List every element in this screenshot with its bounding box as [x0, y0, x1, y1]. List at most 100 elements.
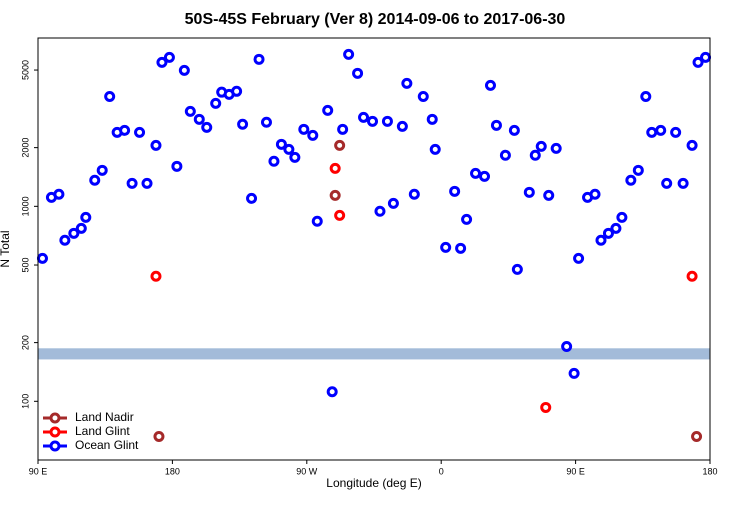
point [352, 67, 364, 79]
point [455, 242, 467, 254]
y-tick-label: 500 [20, 258, 30, 273]
point [499, 149, 511, 161]
point [470, 167, 482, 179]
y-axis-label: N Total [0, 230, 12, 267]
point [134, 126, 146, 138]
point [141, 177, 153, 189]
point [589, 188, 601, 200]
point [511, 263, 523, 275]
point [374, 205, 386, 217]
point [655, 124, 667, 136]
x-axis-label: Longitude (deg E) [326, 476, 421, 490]
point [692, 56, 704, 68]
point [59, 234, 71, 246]
point [358, 111, 370, 123]
point [417, 90, 429, 102]
y-tick-label: 200 [20, 335, 30, 350]
point [490, 119, 502, 131]
point [573, 252, 585, 264]
point [163, 51, 175, 63]
point [529, 149, 541, 161]
point [535, 140, 547, 152]
point [329, 189, 341, 201]
point [691, 430, 703, 442]
point [283, 143, 295, 155]
point [568, 367, 580, 379]
x-tick-label: 180 [702, 466, 717, 476]
y-tick-label: 100 [20, 394, 30, 409]
point [508, 124, 520, 136]
point [80, 211, 92, 223]
point [178, 64, 190, 76]
legend-label: Land Nadir [75, 410, 134, 424]
point [53, 188, 65, 200]
point [440, 241, 452, 253]
point [193, 113, 205, 125]
point [246, 192, 258, 204]
point [156, 56, 168, 68]
point [686, 270, 698, 282]
y-tick-label: 5000 [20, 60, 30, 80]
point [610, 222, 622, 234]
point [677, 177, 689, 189]
point [171, 160, 183, 172]
point [334, 139, 346, 151]
legend-marker [49, 440, 61, 452]
point [201, 121, 213, 133]
legend-label: Ocean Glint [75, 438, 139, 452]
point [429, 143, 441, 155]
point [661, 177, 673, 189]
point [632, 164, 644, 176]
plot-border [37, 37, 711, 461]
legend-marker [49, 412, 61, 424]
point [343, 48, 355, 60]
band [38, 348, 710, 360]
point [561, 341, 573, 353]
point [260, 116, 272, 128]
point [150, 270, 162, 282]
point [311, 215, 323, 227]
legend-label: Land Glint [75, 424, 130, 438]
point [595, 234, 607, 246]
point [625, 174, 637, 186]
plot-area [36, 48, 712, 442]
point [237, 118, 249, 130]
x-tick-label: 90 W [296, 466, 318, 476]
point [253, 53, 265, 65]
point [298, 123, 310, 135]
point [646, 126, 658, 138]
point [686, 139, 698, 151]
point [289, 151, 301, 163]
chart-title: 50S-45S February (Ver 8) 2014-09-06 to 2… [185, 11, 566, 28]
x-tick-label: 90 E [29, 466, 48, 476]
x-tick-label: 0 [439, 466, 444, 476]
point [616, 211, 628, 223]
point [426, 113, 438, 125]
y-tick-label: 1000 [20, 196, 30, 216]
point [150, 139, 162, 151]
point [89, 174, 101, 186]
point [307, 129, 319, 141]
point [275, 138, 287, 150]
point [479, 170, 491, 182]
point [461, 213, 473, 225]
point [334, 209, 346, 221]
point [231, 85, 243, 97]
point [367, 115, 379, 127]
x-tick-label: 90 E [566, 466, 585, 476]
point [75, 222, 87, 234]
point [602, 227, 614, 239]
point [484, 79, 496, 91]
point [523, 186, 535, 198]
point [329, 162, 341, 174]
point [68, 227, 80, 239]
point [326, 386, 338, 398]
point [540, 401, 552, 413]
point [387, 197, 399, 209]
point [268, 155, 280, 167]
point [670, 126, 682, 138]
point [381, 115, 393, 127]
point [550, 142, 562, 154]
